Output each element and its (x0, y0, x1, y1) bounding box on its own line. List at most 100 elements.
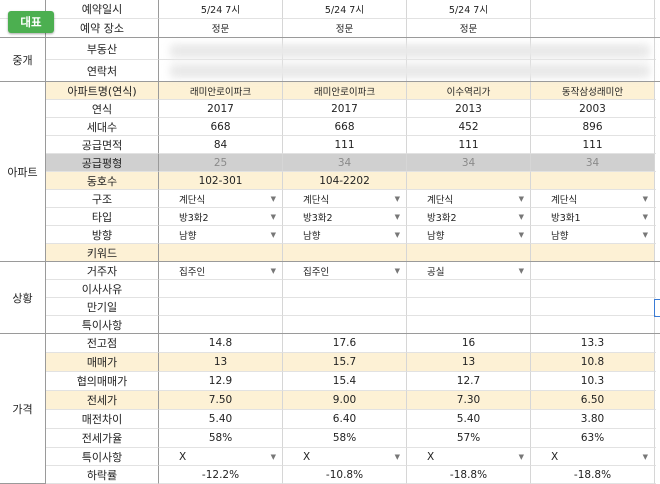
cell-date-3[interactable]: 5/24 7시 (407, 0, 531, 19)
cell-dongho-3[interactable] (407, 172, 531, 190)
cell-date-4[interactable] (531, 0, 655, 19)
cell-drop-2[interactable]: -10.8% (283, 466, 407, 484)
row-label[interactable]: 만기일 (46, 298, 159, 316)
cell-area-2[interactable]: 111 (283, 136, 407, 154)
dropdown-arrow-icon[interactable]: ▼ (642, 230, 648, 239)
row-label[interactable]: 전세가율 (46, 429, 159, 448)
cell-keyword-3[interactable] (407, 244, 531, 262)
cell-drop-3[interactable]: -18.8% (407, 466, 531, 484)
row-label[interactable]: 구조 (46, 190, 159, 208)
dropdown-arrow-icon[interactable]: ▼ (394, 194, 400, 203)
dropdown-arrow-icon[interactable]: ▼ (642, 212, 648, 221)
cell-year-1[interactable]: 2017 (159, 100, 283, 118)
cell-place-2[interactable]: 정문 (283, 19, 407, 38)
cell-jeonse-3[interactable]: 7.30 (407, 391, 531, 410)
row-label[interactable]: 세대수 (46, 118, 159, 136)
cell-direction-3[interactable]: 남향 ▼ (407, 226, 531, 244)
dropdown-arrow-icon[interactable]: ▼ (518, 212, 524, 221)
cell-area-4[interactable]: 111 (531, 136, 655, 154)
cell-place-3[interactable]: 정문 (407, 19, 531, 38)
dropdown-arrow-icon[interactable]: ▼ (518, 452, 524, 461)
cell-apt-3[interactable]: 이수역리가 (407, 82, 531, 100)
cell-place-1[interactable]: 정문 (159, 19, 283, 38)
cell-area-3[interactable]: 111 (407, 136, 531, 154)
dropdown-arrow-icon[interactable]: ▼ (270, 194, 276, 203)
dropdown-arrow-icon[interactable]: ▼ (394, 212, 400, 221)
row-label[interactable]: 방향 (46, 226, 159, 244)
cell-pyeong-1[interactable]: 25 (159, 154, 283, 172)
cell-pyeong-2[interactable]: 34 (283, 154, 407, 172)
cell-move-reason-4[interactable] (531, 280, 655, 298)
cell-nego-1[interactable]: 12.9 (159, 372, 283, 391)
cell-keyword-4[interactable] (531, 244, 655, 262)
cell-notes-4[interactable] (531, 316, 655, 334)
cell-resident-3[interactable]: 공실 ▼ (407, 262, 531, 280)
cell-direction-1[interactable]: 남향 ▼ (159, 226, 283, 244)
cell-keyword-2[interactable] (283, 244, 407, 262)
cell-type-3[interactable]: 방3화2 ▼ (407, 208, 531, 226)
representative-badge[interactable]: 대표 (8, 11, 54, 33)
dropdown-arrow-icon[interactable]: ▼ (270, 266, 276, 275)
row-label[interactable]: 연식 (46, 100, 159, 118)
cell-direction-4[interactable]: 남향 ▼ (531, 226, 655, 244)
cell-structure-2[interactable]: 계단식 ▼ (283, 190, 407, 208)
cell-prev-high-1[interactable]: 14.8 (159, 334, 283, 353)
cell-prev-high-3[interactable]: 16 (407, 334, 531, 353)
cell-structure-4[interactable]: 계단식 ▼ (531, 190, 655, 208)
cell-direction-2[interactable]: 남향 ▼ (283, 226, 407, 244)
cell-place-4[interactable] (531, 19, 655, 38)
cell-notes-3[interactable] (407, 316, 531, 334)
cell-expiry-2[interactable] (283, 298, 407, 316)
row-label[interactable]: 전고점 (46, 334, 159, 353)
row-label[interactable]: 특이사항 (46, 316, 159, 334)
cell-prev-high-4[interactable]: 13.3 (531, 334, 655, 353)
cell-special-2[interactable]: X ▼ (283, 448, 407, 466)
cell-year-2[interactable]: 2017 (283, 100, 407, 118)
cell-ratio-4[interactable]: 63% (531, 429, 655, 448)
dropdown-arrow-icon[interactable]: ▼ (394, 230, 400, 239)
cell-special-4[interactable]: X ▼ (531, 448, 655, 466)
row-label[interactable]: 타입 (46, 208, 159, 226)
dropdown-arrow-icon[interactable]: ▼ (394, 266, 400, 275)
cell-expiry-1[interactable] (159, 298, 283, 316)
cell-ratio-1[interactable]: 58% (159, 429, 283, 448)
row-label[interactable]: 아파트명(연식) (46, 82, 159, 100)
cell-households-2[interactable]: 668 (283, 118, 407, 136)
cell-date-1[interactable]: 5/24 7시 (159, 0, 283, 19)
dropdown-arrow-icon[interactable]: ▼ (518, 266, 524, 275)
cell-special-3[interactable]: X ▼ (407, 448, 531, 466)
cell-type-2[interactable]: 방3화2 ▼ (283, 208, 407, 226)
dropdown-arrow-icon[interactable]: ▼ (394, 452, 400, 461)
cell-jeonse-2[interactable]: 9.00 (283, 391, 407, 410)
row-label[interactable]: 예약일시 (46, 0, 159, 19)
cell-drop-4[interactable]: -18.8% (531, 466, 655, 484)
cell-type-1[interactable]: 방3화2 ▼ (159, 208, 283, 226)
cell-households-3[interactable]: 452 (407, 118, 531, 136)
cell-resident-1[interactable]: 집주인 ▼ (159, 262, 283, 280)
cell-gap-1[interactable]: 5.40 (159, 410, 283, 429)
cell-nego-2[interactable]: 15.4 (283, 372, 407, 391)
cell-realestate-4[interactable] (531, 38, 655, 60)
dropdown-arrow-icon[interactable]: ▼ (270, 452, 276, 461)
cell-sale-2[interactable]: 15.7 (283, 353, 407, 372)
row-label[interactable]: 매매가 (46, 353, 159, 372)
cell-nego-4[interactable]: 10.3 (531, 372, 655, 391)
cell-area-1[interactable]: 84 (159, 136, 283, 154)
row-label[interactable]: 공급면적 (46, 136, 159, 154)
cell-nego-3[interactable]: 12.7 (407, 372, 531, 391)
cell-gap-2[interactable]: 6.40 (283, 410, 407, 429)
cell-year-4[interactable]: 2003 (531, 100, 655, 118)
cell-move-reason-2[interactable] (283, 280, 407, 298)
row-label[interactable]: 예약 장소 (46, 19, 159, 38)
cell-apt-1[interactable]: 래미안로이파크 (159, 82, 283, 100)
cell-dongho-2[interactable]: 104-2202 (283, 172, 407, 190)
row-label[interactable]: 거주자 (46, 262, 159, 280)
cell-pyeong-4[interactable]: 34 (531, 154, 655, 172)
dropdown-arrow-icon[interactable]: ▼ (518, 230, 524, 239)
cell-year-3[interactable]: 2013 (407, 100, 531, 118)
row-label[interactable]: 협의매매가 (46, 372, 159, 391)
cell-prev-high-2[interactable]: 17.6 (283, 334, 407, 353)
row-label[interactable]: 부동산 (46, 38, 159, 60)
cell-type-4[interactable]: 방3화1 ▼ (531, 208, 655, 226)
cell-gap-4[interactable]: 3.80 (531, 410, 655, 429)
